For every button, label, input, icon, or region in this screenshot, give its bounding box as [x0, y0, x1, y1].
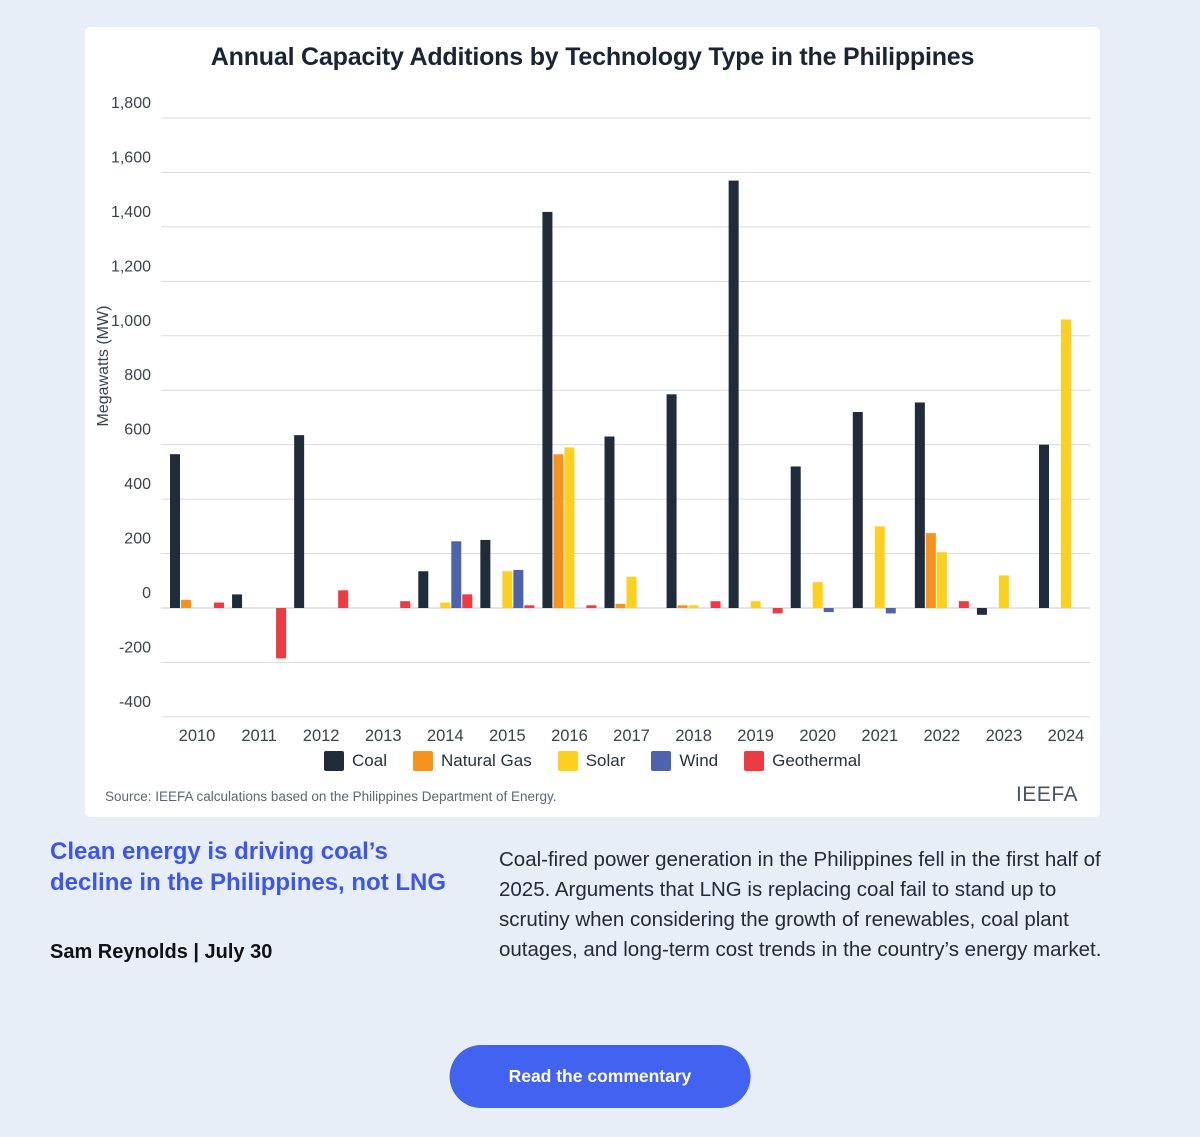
y-tick--200: -200 [119, 639, 151, 656]
bar-coal-2019 [728, 180, 739, 608]
bar-solar-2018 [688, 605, 699, 608]
bar-natural-gas-2010 [181, 599, 191, 608]
bar-coal-2015 [480, 539, 491, 608]
legend-swatch-geothermal [744, 751, 765, 771]
x-tick-2022: 2022 [923, 727, 960, 745]
bar-coal-2024 [1039, 444, 1049, 608]
bar-solar-2021 [874, 526, 885, 608]
chart-card: Annual Capacity Additions by Technology … [85, 27, 1100, 817]
bar-solar-2023 [998, 575, 1009, 608]
x-tick-2024: 2024 [1048, 727, 1085, 745]
bar-geothermal-2016 [586, 605, 597, 608]
legend-item-coal: Coal [324, 751, 387, 771]
ieefa-logo: IEEFA [1015, 783, 1078, 806]
bar-coal-2022 [914, 402, 925, 608]
chart-legend: Coal Natural Gas Solar Wind Geothermal [85, 751, 1100, 771]
bar-natural-gas-2016 [553, 454, 564, 608]
bar-solar-2020 [812, 582, 823, 608]
x-tick-2015: 2015 [489, 727, 526, 745]
bar-geothermal-2014 [462, 594, 473, 608]
bar-solar-2016 [564, 447, 575, 608]
bar-coal-2017 [604, 436, 615, 608]
bar-solar-2022 [936, 552, 947, 608]
x-tick-2013: 2013 [365, 727, 402, 745]
legend-item-wind: Wind [651, 751, 718, 771]
article-headline: Clean energy is driving coal’s decline i… [50, 838, 447, 896]
bar-coal-2021 [852, 412, 863, 608]
legend-item-geothermal: Geothermal [744, 751, 861, 771]
bar-natural-gas-2018 [677, 605, 688, 608]
bar-coal-2014 [418, 571, 429, 608]
legend-item-solar: Solar [557, 751, 626, 771]
bar-coal-2016 [542, 211, 553, 608]
bar-coal-2011 [232, 594, 243, 608]
y-tick-1000: 1,000 [111, 313, 151, 330]
bar-solar-2024 [1061, 319, 1071, 608]
x-tick-2020: 2020 [799, 727, 836, 745]
bar-coal-2020 [790, 466, 801, 608]
y-tick-1800: 1,800 [111, 95, 151, 112]
bar-geothermal-2012 [338, 590, 349, 608]
bar-geothermal-2013 [400, 601, 411, 608]
bar-coal-2023 [976, 608, 987, 615]
article-summary: Coal-fired power generation in the Phili… [499, 848, 1102, 961]
legend-label-coal: Coal [352, 751, 387, 770]
bar-natural-gas-2022 [925, 533, 936, 608]
article-byline: Sam Reynolds | July 30 [50, 941, 273, 963]
x-tick-2017: 2017 [613, 727, 650, 745]
bar-coal-2018 [666, 394, 677, 608]
legend-label-solar: Solar [585, 751, 626, 770]
x-tick-2016: 2016 [551, 727, 588, 745]
bar-wind-2015 [513, 569, 524, 608]
legend-item-natural-gas: Natural Gas [413, 751, 532, 771]
capacity-additions-bar-chart: 1,800 1,600 1,400 1,200 1,000 800 600 400 200 0 -2… [111, 95, 1090, 745]
legend-label-geothermal: Geothermal [772, 751, 861, 770]
y-tick--400: -400 [119, 694, 151, 711]
bar-wind-2020 [823, 608, 834, 613]
x-tick-2012: 2012 [303, 727, 340, 745]
y-tick-1600: 1,600 [111, 149, 151, 166]
bar-geothermal-2019 [772, 608, 783, 614]
legend-swatch-coal [324, 751, 345, 771]
source-note: Source: IEEFA calculations based on the … [105, 789, 557, 804]
y-tick-0: 0 [142, 585, 151, 602]
y-tick-800: 800 [124, 367, 151, 384]
bar-geothermal-2018 [710, 601, 721, 608]
x-tick-2023: 2023 [986, 727, 1023, 745]
bar-solar-2017 [626, 576, 637, 608]
y-tick-400: 400 [124, 476, 151, 493]
bar-geothermal-2011 [276, 608, 287, 659]
x-tick-2010: 2010 [179, 727, 216, 745]
bar-coal-2012 [294, 435, 305, 608]
x-tick-2019: 2019 [737, 727, 774, 745]
y-tick-200: 200 [124, 531, 151, 548]
y-tick-600: 600 [124, 422, 151, 439]
legend-label-wind: Wind [679, 751, 719, 770]
y-tick-1400: 1,400 [111, 204, 151, 221]
bar-solar-2019 [750, 601, 761, 608]
bar-natural-gas-2017 [615, 603, 626, 608]
legend-swatch-solar [557, 751, 578, 771]
bar-wind-2021 [885, 608, 896, 614]
y-tick-1200: 1,200 [111, 258, 151, 275]
bar-geothermal-2015 [524, 605, 535, 608]
x-tick-2021: 2021 [861, 727, 898, 745]
bar-solar-2014 [440, 602, 451, 608]
bar-solar-2015 [502, 571, 513, 608]
x-tick-2018: 2018 [675, 727, 712, 745]
bar-coal-2010 [170, 454, 180, 608]
legend-swatch-natural-gas [413, 751, 433, 771]
x-tick-2014: 2014 [427, 727, 464, 745]
x-tick-2011: 2011 [241, 727, 276, 745]
legend-label-natural-gas: Natural Gas [441, 751, 532, 770]
bar-geothermal-2010 [214, 602, 224, 608]
bar-geothermal-2022 [958, 601, 969, 608]
chart-title: Annual Capacity Additions by Technology … [210, 43, 975, 71]
bar-wind-2014 [451, 541, 462, 608]
legend-swatch-wind [651, 751, 672, 771]
read-commentary-button[interactable]: Read the commentary [449, 1045, 751, 1108]
